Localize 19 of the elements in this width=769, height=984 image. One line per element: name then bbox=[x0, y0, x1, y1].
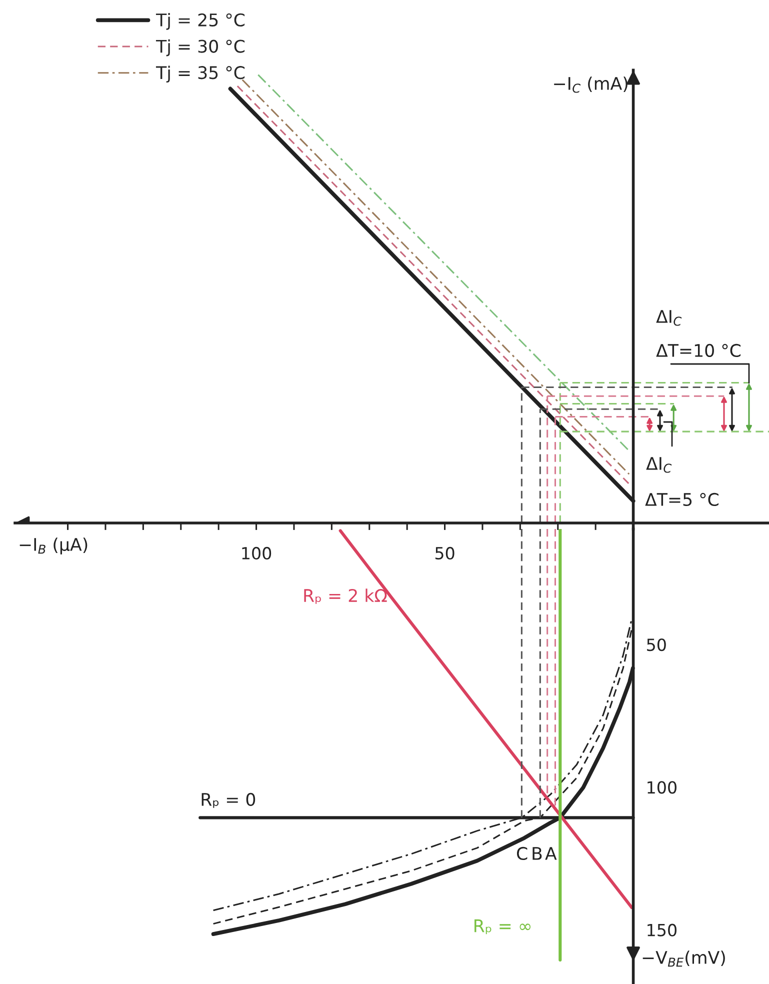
series-label: Rₚ = 2 kΩ bbox=[304, 588, 387, 604]
x-axis-title: −I$_{B}$ (μA) bbox=[20, 538, 88, 554]
annotation: ΔI$_{C}$ bbox=[656, 310, 682, 326]
annotation: C bbox=[516, 846, 528, 860]
annotation: ΔI$_{C}$ bbox=[646, 457, 672, 473]
y-tick-label: 100 bbox=[648, 781, 676, 794]
annotation: ΔT=10 °C bbox=[656, 344, 740, 358]
annotation: B bbox=[532, 847, 542, 860]
annotation: A bbox=[545, 847, 557, 860]
legend-label: Tj = 35 °C bbox=[156, 66, 245, 83]
annotation: ΔT=5 °C bbox=[645, 492, 718, 506]
series-label: Rₚ = ∞ bbox=[474, 919, 530, 934]
legend-label: Tj = 30 °C bbox=[156, 39, 245, 56]
y-axis-title: −I$_{C}$ (mA) bbox=[554, 76, 628, 93]
y-tick-label: 150 bbox=[648, 924, 676, 936]
y-axis-title: −V$_{BE}$(mV) bbox=[642, 950, 725, 967]
legend-label: Tj = 25 °C bbox=[156, 13, 245, 30]
y-tick-label: 50 bbox=[647, 638, 666, 652]
series-label: Rₚ = 0 bbox=[202, 792, 256, 808]
